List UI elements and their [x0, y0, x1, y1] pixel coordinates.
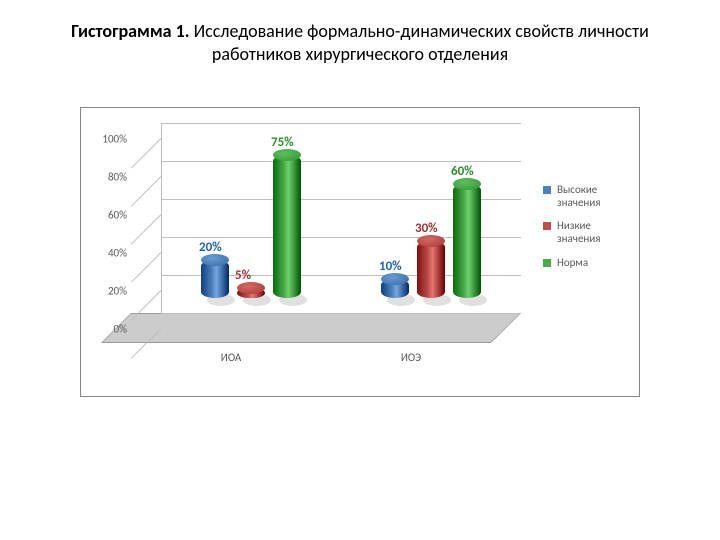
- gridline: [131, 252, 161, 282]
- legend-marker: [543, 222, 551, 230]
- y-axis-label: 80%: [89, 170, 127, 183]
- bar: [201, 260, 229, 298]
- y-axis-label: 100%: [89, 132, 127, 145]
- bar-value-label: 20%: [199, 240, 222, 255]
- legend-item: Норма: [543, 256, 629, 269]
- gridline: [161, 123, 521, 124]
- bar-value-label: 30%: [415, 221, 438, 236]
- bar: [381, 279, 409, 298]
- legend-marker: [543, 186, 551, 194]
- y-axis-label: 0%: [89, 322, 127, 335]
- bar: [453, 184, 481, 298]
- gridline: [131, 176, 161, 206]
- bar-value-label: 75%: [271, 135, 294, 150]
- legend-label: Высокие значения: [557, 183, 629, 209]
- plot-area: 0%20%40%60%80%100% 20%5%75%10%30%60% ИОА…: [131, 123, 521, 353]
- bar-value-label: 10%: [379, 259, 402, 274]
- bar-value-label: 5%: [235, 268, 251, 283]
- x-axis-label: ИОА: [171, 351, 291, 364]
- legend: Высокие значения Низкие значения Норма: [543, 183, 629, 279]
- legend-item: Высокие значения: [543, 183, 629, 209]
- y-axis-label: 60%: [89, 208, 127, 221]
- gridline: [161, 161, 521, 162]
- legend-label: Норма: [557, 256, 588, 269]
- bar: [237, 288, 265, 298]
- gridline: [161, 313, 521, 314]
- legend-item: Низкие значения: [543, 219, 629, 245]
- gridline: [131, 214, 161, 244]
- x-axis-label: ИОЭ: [351, 351, 471, 364]
- chart-frame: 0% 20% 40% 60% 80% 100% 20% 5% 75% 10% 30% 60% ИОА…: [80, 107, 640, 397]
- y-axis-label: 40%: [89, 246, 127, 259]
- title-prefix: Гистограмма 1.: [71, 20, 189, 42]
- chart-title: Гистограмма 1. Исследование формально-ди…: [30, 20, 690, 67]
- bar: [273, 155, 301, 298]
- bar: [417, 241, 445, 298]
- legend-marker: [543, 259, 551, 267]
- y-axis-label: 20%: [89, 284, 127, 297]
- bar-value-label: 60%: [451, 164, 474, 179]
- gridline: [131, 138, 161, 168]
- legend-label: Низкие значения: [557, 219, 629, 245]
- chart-floor: [101, 313, 521, 343]
- title-rest: Исследование формально-динамических свой…: [190, 20, 649, 65]
